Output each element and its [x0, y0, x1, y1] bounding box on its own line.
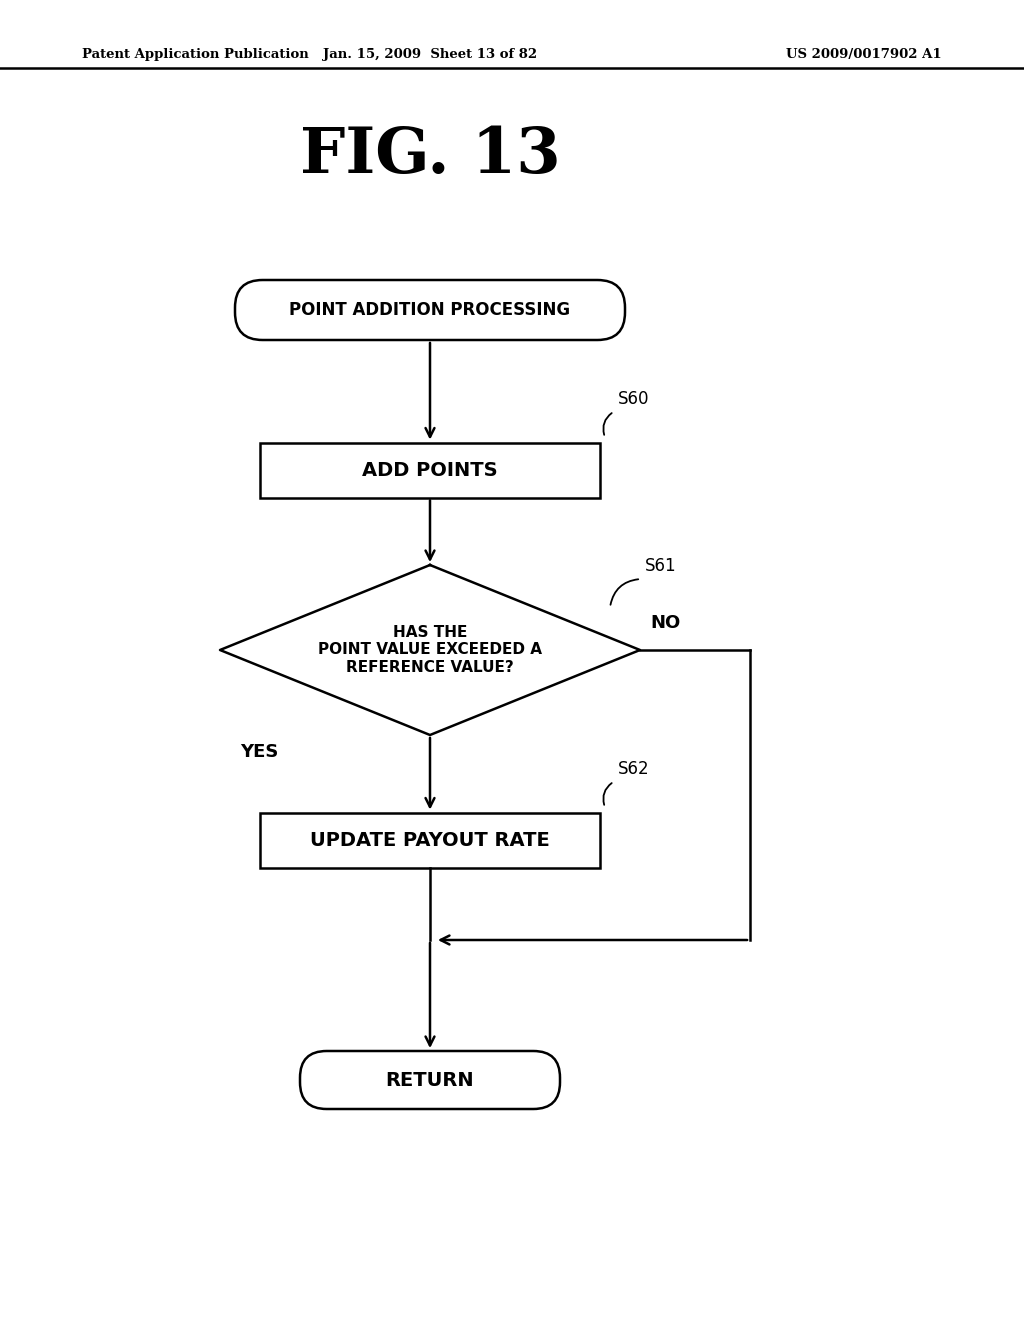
Text: ADD POINTS: ADD POINTS: [362, 461, 498, 479]
Text: NO: NO: [650, 614, 680, 632]
Text: Jan. 15, 2009  Sheet 13 of 82: Jan. 15, 2009 Sheet 13 of 82: [323, 48, 537, 61]
Text: HAS THE
POINT VALUE EXCEEDED A
REFERENCE VALUE?: HAS THE POINT VALUE EXCEEDED A REFERENCE…: [318, 626, 542, 675]
Text: S61: S61: [645, 557, 677, 576]
FancyArrowPatch shape: [610, 579, 638, 605]
Text: S62: S62: [618, 759, 649, 777]
Bar: [260, 442, 600, 498]
FancyArrowPatch shape: [603, 783, 611, 805]
FancyArrowPatch shape: [603, 413, 611, 434]
FancyBboxPatch shape: [234, 280, 625, 341]
Text: POINT ADDITION PROCESSING: POINT ADDITION PROCESSING: [290, 301, 570, 319]
FancyBboxPatch shape: [300, 1051, 560, 1109]
Text: US 2009/0017902 A1: US 2009/0017902 A1: [786, 48, 942, 61]
Text: Patent Application Publication: Patent Application Publication: [82, 48, 309, 61]
Text: FIG. 13: FIG. 13: [300, 124, 560, 186]
Text: RETURN: RETURN: [386, 1071, 474, 1089]
Text: S60: S60: [618, 389, 649, 408]
Text: YES: YES: [240, 743, 279, 762]
Bar: [260, 813, 600, 867]
Polygon shape: [220, 565, 640, 735]
Text: UPDATE PAYOUT RATE: UPDATE PAYOUT RATE: [310, 830, 550, 850]
